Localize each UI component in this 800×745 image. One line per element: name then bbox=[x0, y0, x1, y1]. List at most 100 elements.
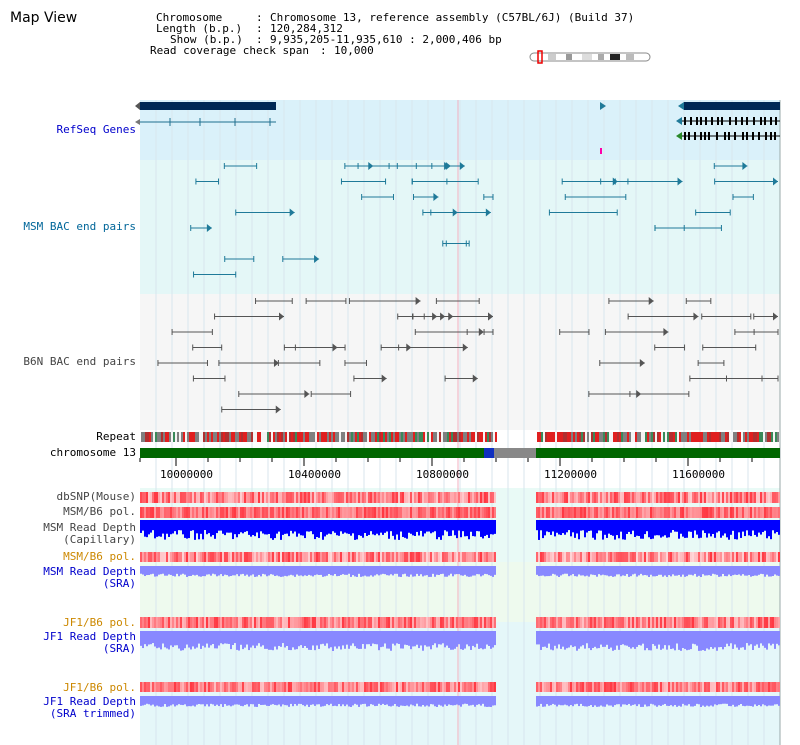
depth-bin bbox=[484, 520, 486, 536]
depth-bin bbox=[144, 566, 146, 577]
depth-bin bbox=[202, 566, 204, 577]
polymorphism-bin bbox=[192, 492, 194, 503]
depth-bin bbox=[366, 520, 368, 536]
polymorphism-bin bbox=[144, 682, 146, 692]
depth-bin bbox=[308, 566, 310, 575]
polymorphism-bin bbox=[568, 492, 570, 503]
polymorphism-bin bbox=[432, 507, 434, 518]
polymorphism-bin bbox=[640, 552, 642, 562]
polymorphism-bin bbox=[610, 617, 612, 628]
depth-bin bbox=[284, 520, 286, 534]
depth-bin bbox=[180, 696, 182, 705]
polymorphism-bin bbox=[190, 682, 192, 692]
depth-bin bbox=[196, 631, 198, 648]
polymorphism-bin bbox=[322, 617, 324, 628]
depth-bin bbox=[594, 566, 596, 576]
depth-bin bbox=[420, 566, 422, 575]
polymorphism-bin bbox=[618, 682, 620, 692]
depth-bin bbox=[708, 631, 710, 650]
depth-bin bbox=[562, 566, 564, 575]
polymorphism-bin bbox=[746, 552, 748, 562]
polymorphism-bin bbox=[268, 507, 270, 518]
repeat-element bbox=[269, 432, 271, 442]
polymorphism-bin bbox=[688, 552, 690, 562]
repeat-element bbox=[487, 432, 489, 442]
polymorphism-bin bbox=[302, 507, 304, 518]
depth-bin bbox=[220, 566, 222, 575]
depth-bin bbox=[462, 696, 464, 705]
repeat-element bbox=[769, 432, 771, 442]
polymorphism-bin bbox=[330, 552, 332, 562]
repeat-element bbox=[577, 432, 579, 442]
polymorphism-bin bbox=[468, 682, 470, 692]
depth-bin bbox=[278, 631, 280, 646]
depth-bin bbox=[584, 696, 586, 707]
repeat-element bbox=[423, 432, 425, 442]
refseq-gene bbox=[140, 102, 276, 110]
depth-bin bbox=[566, 696, 568, 706]
polymorphism-bin bbox=[652, 507, 654, 518]
depth-bin bbox=[766, 696, 768, 707]
depth-bin bbox=[218, 696, 220, 707]
depth-bin bbox=[346, 566, 348, 575]
depth-bin bbox=[734, 520, 736, 540]
depth-bin bbox=[562, 696, 564, 706]
depth-bin bbox=[644, 696, 646, 705]
depth-bin bbox=[252, 631, 254, 646]
refseq-genes-label[interactable]: RefSeq Genes bbox=[56, 123, 136, 136]
polymorphism-bin bbox=[192, 682, 194, 692]
depth-bin bbox=[578, 566, 580, 575]
polymorphism-bin bbox=[384, 617, 386, 628]
polymorphism-bin bbox=[676, 682, 678, 692]
depth-bin bbox=[436, 520, 438, 540]
polymorphism-bin bbox=[392, 507, 394, 518]
depth-bin bbox=[470, 520, 472, 532]
polymorphism-bin bbox=[736, 617, 738, 628]
polymorphism-bin bbox=[154, 552, 156, 562]
polymorphism-bin bbox=[210, 507, 212, 518]
depth-bin bbox=[656, 696, 658, 707]
depth-bin bbox=[416, 696, 418, 704]
depth-bin bbox=[234, 520, 236, 535]
polymorphism-bin bbox=[556, 507, 558, 518]
polymorphism-bin bbox=[770, 552, 772, 562]
polymorphism-bin bbox=[140, 507, 142, 518]
polymorphism-bin bbox=[226, 552, 228, 562]
depth-bin bbox=[542, 631, 544, 647]
polymorphism-bin bbox=[568, 682, 570, 692]
polymorphism-bin bbox=[708, 617, 710, 628]
depth-bin bbox=[690, 566, 692, 575]
repeat-element bbox=[193, 432, 195, 442]
polymorphism-bin bbox=[286, 617, 288, 628]
repeat-element bbox=[295, 432, 297, 442]
polymorphism-bin bbox=[640, 507, 642, 518]
polymorphism-bin bbox=[304, 492, 306, 503]
depth-bin bbox=[400, 520, 402, 532]
depth-bin bbox=[708, 520, 710, 534]
depth-bin bbox=[676, 520, 678, 532]
polymorphism-bin bbox=[596, 617, 598, 628]
depth-bin bbox=[744, 566, 746, 576]
b6n-bac-label[interactable]: B6N BAC end pairs bbox=[23, 355, 136, 368]
exon bbox=[764, 117, 766, 125]
depth-bin bbox=[420, 631, 422, 646]
depth-bin bbox=[428, 631, 430, 647]
polymorphism-bin bbox=[552, 552, 554, 562]
repeat-element bbox=[187, 432, 189, 442]
polymorphism-bin bbox=[706, 617, 708, 628]
polymorphism-bin bbox=[150, 552, 152, 562]
depth-bin bbox=[682, 566, 684, 575]
repeat-element bbox=[237, 432, 239, 442]
depth-bin bbox=[690, 631, 692, 650]
repeat-element bbox=[323, 432, 325, 442]
depth-bin bbox=[768, 696, 770, 706]
depth-bin bbox=[414, 566, 416, 577]
depth-bin bbox=[404, 696, 406, 707]
polymorphism-bin bbox=[764, 682, 766, 692]
depth-bin bbox=[306, 566, 308, 576]
msm-bac-label[interactable]: MSM BAC end pairs bbox=[23, 220, 136, 233]
repeat-element bbox=[441, 432, 443, 442]
polymorphism-bin bbox=[764, 507, 766, 518]
polymorphism-bin bbox=[562, 617, 564, 628]
